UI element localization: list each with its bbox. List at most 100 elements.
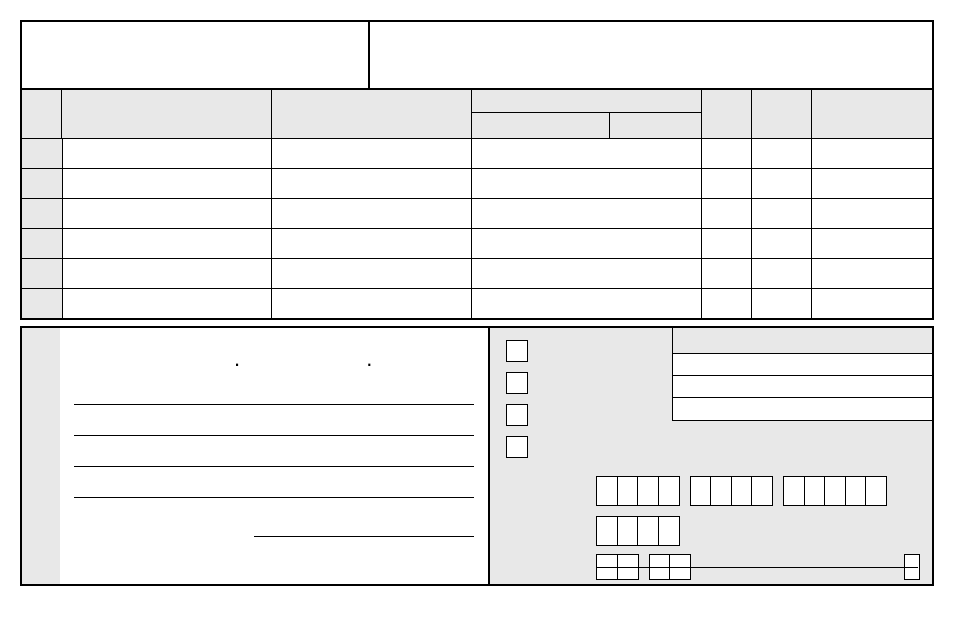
cell-b[interactable] bbox=[272, 229, 472, 258]
table-row bbox=[22, 258, 932, 288]
table-row bbox=[22, 168, 932, 198]
certification-side-stub bbox=[22, 328, 60, 584]
cell-a[interactable] bbox=[62, 289, 272, 318]
checkbox[interactable] bbox=[506, 372, 528, 394]
char-box[interactable] bbox=[824, 476, 846, 506]
char-box[interactable] bbox=[637, 516, 659, 546]
cell-e[interactable] bbox=[752, 229, 812, 258]
char-box[interactable] bbox=[710, 476, 732, 506]
mini-table-row[interactable] bbox=[673, 354, 932, 376]
cell-c[interactable] bbox=[472, 199, 702, 228]
checkbox[interactable] bbox=[506, 404, 528, 426]
header-col-b bbox=[272, 90, 472, 138]
char-box[interactable] bbox=[845, 476, 867, 506]
mini-table-row[interactable] bbox=[673, 376, 932, 398]
cell-f[interactable] bbox=[812, 289, 932, 318]
cell-d[interactable] bbox=[702, 199, 752, 228]
cell-c[interactable] bbox=[472, 289, 702, 318]
cell-e[interactable] bbox=[752, 169, 812, 198]
char-box[interactable] bbox=[617, 516, 639, 546]
main-table bbox=[20, 90, 934, 320]
cell-f[interactable] bbox=[812, 169, 932, 198]
char-box-group bbox=[596, 516, 680, 546]
mini-table-header bbox=[673, 328, 932, 354]
table-row bbox=[22, 138, 932, 168]
right-panel bbox=[490, 326, 934, 586]
checkbox[interactable] bbox=[506, 436, 528, 458]
header-col-d bbox=[702, 90, 752, 138]
certification-signature-line[interactable] bbox=[254, 536, 474, 537]
cell-a[interactable] bbox=[62, 229, 272, 258]
cell-a[interactable] bbox=[62, 259, 272, 288]
char-box[interactable] bbox=[751, 476, 773, 506]
char-box[interactable] bbox=[617, 476, 639, 506]
char-box[interactable] bbox=[783, 476, 805, 506]
bottom-section: . . bbox=[20, 326, 934, 586]
header-col-c-left bbox=[472, 113, 610, 138]
header-col-c-top bbox=[472, 90, 701, 112]
cell-d[interactable] bbox=[702, 169, 752, 198]
mini-table bbox=[672, 328, 932, 421]
main-table-header bbox=[22, 90, 932, 138]
title-row bbox=[20, 20, 934, 90]
form-root: . . bbox=[20, 20, 934, 586]
cell-e[interactable] bbox=[752, 139, 812, 168]
cell-f[interactable] bbox=[812, 139, 932, 168]
cell-f[interactable] bbox=[812, 259, 932, 288]
cell-a[interactable] bbox=[62, 139, 272, 168]
char-box[interactable] bbox=[865, 476, 887, 506]
checkbox[interactable] bbox=[506, 340, 528, 362]
right-signature-line[interactable] bbox=[596, 567, 918, 568]
cell-c[interactable] bbox=[472, 169, 702, 198]
char-box-group bbox=[596, 476, 680, 506]
certification-line[interactable] bbox=[74, 497, 474, 498]
certification-line[interactable] bbox=[74, 435, 474, 436]
mini-table-row[interactable] bbox=[673, 398, 932, 420]
header-col-e bbox=[752, 90, 812, 138]
title-right-cell bbox=[370, 20, 934, 90]
table-row bbox=[22, 288, 932, 318]
cell-f[interactable] bbox=[812, 199, 932, 228]
row-stub bbox=[22, 139, 62, 168]
cell-b[interactable] bbox=[272, 169, 472, 198]
row-stub bbox=[22, 289, 62, 318]
cell-b[interactable] bbox=[272, 139, 472, 168]
char-box[interactable] bbox=[658, 516, 680, 546]
cell-b[interactable] bbox=[272, 199, 472, 228]
cell-c[interactable] bbox=[472, 259, 702, 288]
cell-b[interactable] bbox=[272, 289, 472, 318]
char-box[interactable] bbox=[596, 476, 618, 506]
header-col-a bbox=[62, 90, 272, 138]
title-left-cell bbox=[20, 20, 370, 90]
header-col-c-right bbox=[610, 113, 701, 138]
char-box-group bbox=[783, 476, 887, 506]
cell-d[interactable] bbox=[702, 259, 752, 288]
cell-b[interactable] bbox=[272, 259, 472, 288]
cell-e[interactable] bbox=[752, 259, 812, 288]
header-col-c bbox=[472, 90, 702, 138]
table-row bbox=[22, 228, 932, 258]
certification-dots: . . bbox=[74, 346, 474, 374]
char-box-area bbox=[596, 476, 920, 580]
certification-line[interactable] bbox=[74, 466, 474, 467]
cell-d[interactable] bbox=[702, 229, 752, 258]
char-box[interactable] bbox=[804, 476, 826, 506]
cell-e[interactable] bbox=[752, 289, 812, 318]
cell-e[interactable] bbox=[752, 199, 812, 228]
cell-f[interactable] bbox=[812, 229, 932, 258]
char-box[interactable] bbox=[637, 476, 659, 506]
char-box[interactable] bbox=[731, 476, 753, 506]
certification-line[interactable] bbox=[74, 404, 474, 405]
cell-c[interactable] bbox=[472, 229, 702, 258]
row-stub bbox=[22, 169, 62, 198]
header-col-f bbox=[812, 90, 932, 138]
cell-d[interactable] bbox=[702, 139, 752, 168]
header-corner bbox=[22, 90, 62, 138]
cell-a[interactable] bbox=[62, 169, 272, 198]
char-box[interactable] bbox=[596, 516, 618, 546]
cell-c[interactable] bbox=[472, 139, 702, 168]
cell-a[interactable] bbox=[62, 199, 272, 228]
char-box[interactable] bbox=[658, 476, 680, 506]
char-box[interactable] bbox=[690, 476, 712, 506]
cell-d[interactable] bbox=[702, 289, 752, 318]
